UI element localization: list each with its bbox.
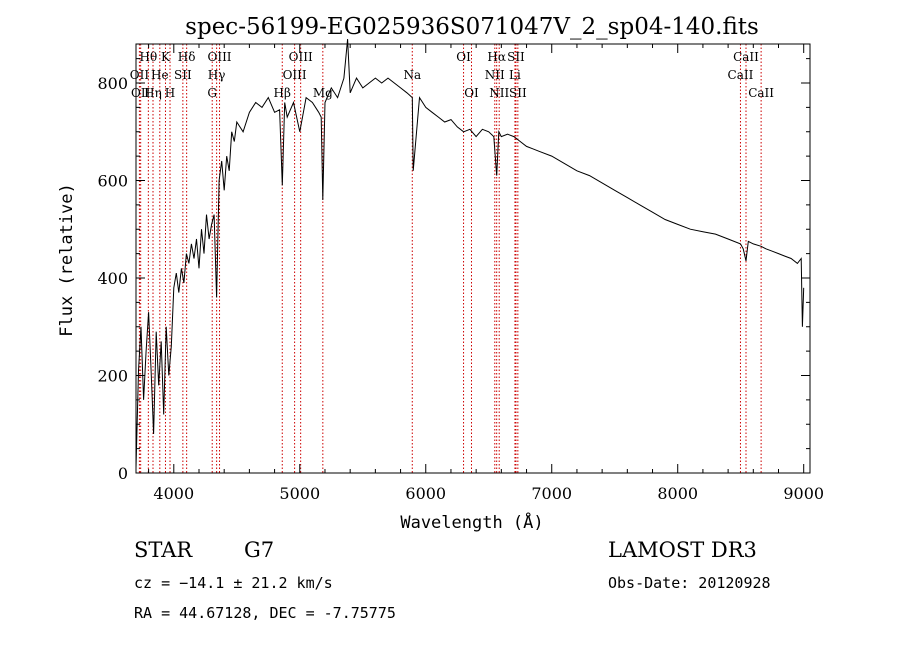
y-axis-label: Flux (relative): [57, 183, 77, 337]
marker-label-10: Hγ: [208, 68, 226, 82]
y-axis: 0 200 400 600 800: [97, 58, 810, 483]
plot-frame: [135, 43, 811, 474]
marker-label-20: NII: [485, 68, 505, 82]
marker-label-5: He: [151, 68, 169, 82]
marker-label-9: OIII: [207, 50, 231, 64]
redshift-cz: cz = −14.1 ± 21.2 km/s: [134, 574, 333, 592]
line-markers: [138, 44, 762, 473]
y-tick-label-4: 800: [97, 74, 128, 93]
x-axis: 4000 5000 6000 7000 8000 9000: [148, 44, 824, 503]
x-tick-label-4: 8000: [657, 484, 698, 503]
object-class: STAR: [134, 538, 193, 562]
marker-label-13: OIII: [289, 50, 313, 64]
marker-label-1: OII: [130, 68, 150, 82]
y-tick-label-1: 200: [97, 367, 128, 386]
x-tick-label-1: 5000: [279, 484, 320, 503]
marker-label-27: CaII: [748, 86, 774, 100]
marker-label-21: NII: [489, 86, 509, 100]
marker-label-4: K: [161, 50, 171, 64]
marker-label-3: Hη: [144, 86, 162, 100]
marker-label-8: SII: [174, 68, 192, 82]
x-tick-label-3: 7000: [531, 484, 572, 503]
marker-label-19: Hα: [487, 50, 506, 64]
marker-label-6: H: [165, 86, 175, 100]
y-tick-label-3: 600: [97, 172, 128, 191]
flux-series-line: [135, 39, 805, 469]
x-tick-label-5: 9000: [783, 484, 824, 503]
marker-label-26: CaII: [728, 68, 754, 82]
y-tick-label-2: 400: [97, 269, 128, 288]
marker-label-12: Hβ: [274, 86, 291, 100]
marker-label-17: OI: [456, 50, 471, 64]
x-axis-label: Wavelength (Å): [400, 511, 543, 533]
marker-label-24: SII: [509, 86, 527, 100]
marker-label-22: SII: [507, 50, 525, 64]
marker-label-0: Hθ: [139, 50, 157, 64]
marker-label-14: OIII: [283, 68, 307, 82]
marker-label-18: OI: [464, 86, 479, 100]
marker-label-15: Mg: [313, 86, 333, 100]
marker-label-7: Hδ: [178, 50, 196, 64]
y-tick-label-0: 0: [118, 464, 128, 483]
object-subclass: G7: [244, 538, 275, 562]
coordinates: RA = 44.67128, DEC = -7.75775: [134, 604, 396, 622]
obs-date: Obs-Date: 20120928: [608, 574, 771, 592]
marker-label-11: G: [207, 86, 217, 100]
marker-label-23: Li: [509, 68, 521, 82]
x-tick-label-2: 6000: [405, 484, 446, 503]
marker-label-25: CaII: [733, 50, 759, 64]
x-tick-label-0: 4000: [153, 484, 194, 503]
marker-label-16: Na: [403, 68, 421, 82]
survey-name: LAMOST DR3: [608, 538, 757, 562]
chart-title: spec-56199-EG025936S071047V_2_sp04-140.f…: [185, 14, 759, 40]
